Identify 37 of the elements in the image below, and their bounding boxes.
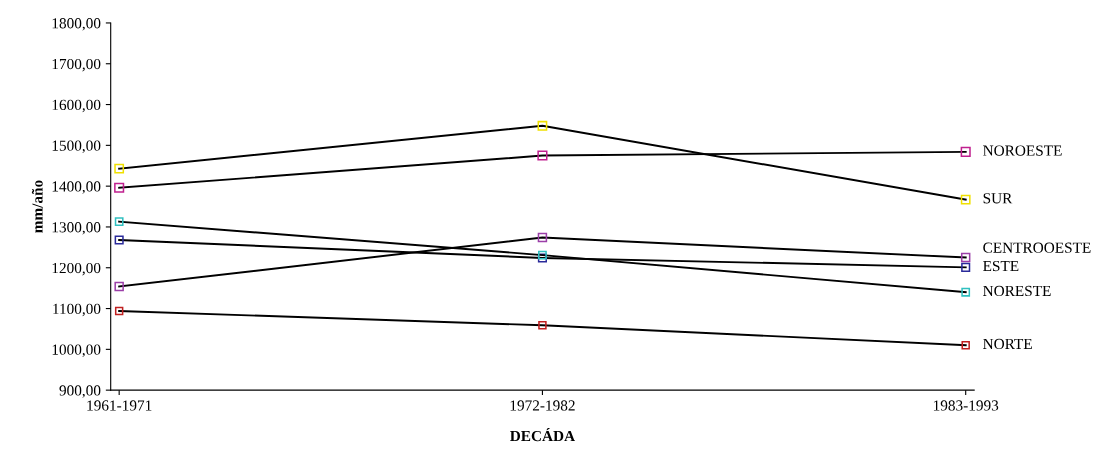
series-label: NOROESTE: [983, 145, 1062, 156]
x-axis-title: DECÁDA: [510, 427, 575, 442]
series-label: NORTE: [983, 338, 1032, 350]
point: [538, 321, 547, 330]
y-tick-label: 1000,00: [52, 344, 101, 357]
x-tick-label: 1961-1971: [87, 400, 152, 411]
point: [114, 217, 124, 227]
y-tick-label: 900,00: [59, 385, 101, 398]
point: [961, 287, 971, 297]
y-tick-label: 1700,00: [52, 58, 101, 72]
series-label: CENTROOESTE: [983, 242, 1091, 253]
point: [537, 232, 548, 243]
x-tick-label: 1983-1993: [933, 400, 999, 411]
point: [114, 306, 124, 316]
point: [960, 252, 971, 263]
point: [114, 281, 124, 292]
y-tick-label: 1200,00: [52, 262, 101, 276]
y-tick-label: 1400,00: [52, 181, 101, 194]
series-label: NORESTE: [983, 285, 1051, 297]
y-tick-label: 1500,00: [52, 140, 101, 153]
point: [960, 194, 971, 205]
series-label: SUR: [983, 193, 1013, 204]
point: [114, 235, 124, 245]
point: [537, 150, 548, 161]
y-tick-label: 1300,00: [52, 222, 101, 235]
y-axis-title: mm/año: [31, 180, 43, 233]
point: [961, 262, 971, 272]
point: [114, 182, 125, 193]
point: [960, 146, 971, 157]
y-tick-label: 1800,00: [52, 18, 101, 31]
point: [961, 341, 970, 350]
series-label: ESTE: [983, 260, 1019, 272]
y-tick-label: 1600,00: [52, 99, 101, 113]
y-tick-label: 1100,00: [53, 303, 101, 317]
point: [537, 120, 548, 131]
x-tick-label: 1972-1982: [510, 400, 575, 411]
point: [114, 163, 125, 174]
